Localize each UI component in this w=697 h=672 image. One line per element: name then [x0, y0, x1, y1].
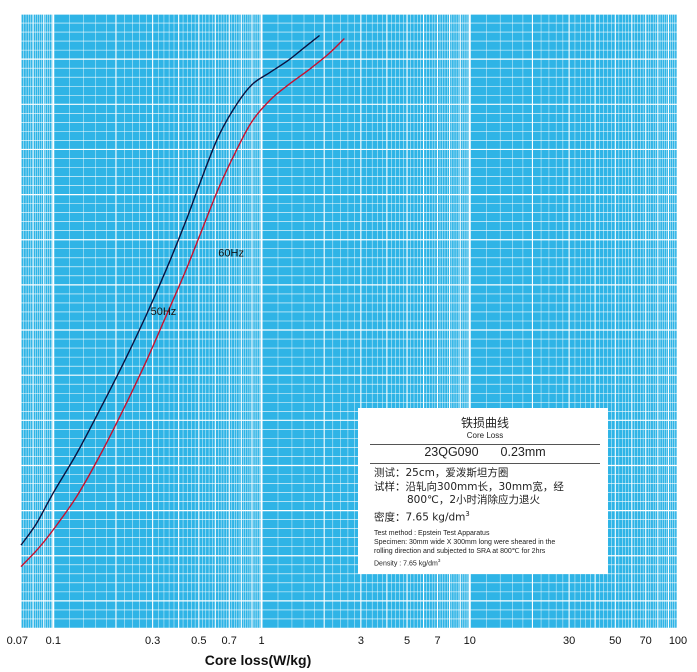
x-tick-label: 7	[434, 635, 440, 647]
info-title-en: Core Loss	[466, 431, 504, 440]
x-tick-label: 50	[609, 635, 621, 647]
x-tick-labels: 0.07 0.1 0.3 0.5 0.7 1 3 5 7 10 30 50 70 100	[7, 635, 688, 647]
x-tick-label: 30	[563, 635, 575, 647]
x-tick-label: 5	[404, 635, 410, 647]
specimen-en-line2: rolling direction and subjected to SRA a…	[374, 547, 546, 555]
series-label-50hz: 50Hz	[151, 306, 177, 318]
specimen-en-line1: Specimen: 30mm wide X 300mm long were sh…	[374, 538, 556, 546]
grid-lines	[20, 13, 679, 629]
series-label-60hz: 60Hz	[218, 248, 244, 260]
specification-box: 铁损曲线 Core Loss 23QG090 0.23mm 测试：25cm，爱泼…	[358, 408, 608, 574]
info-grade-row: 23QG090 0.23mm	[374, 445, 596, 460]
grade-code: 23QG090	[424, 445, 479, 459]
x-tick-label: 0.5	[191, 635, 206, 647]
x-tick-label: 0.07	[7, 635, 28, 647]
density-en: Density : 7.65 kg/dm3	[374, 557, 441, 567]
x-tick-label: 70	[640, 635, 652, 647]
info-divider	[370, 463, 600, 464]
x-tick-label: 3	[358, 635, 364, 647]
series-line-50hz	[20, 34, 320, 546]
x-axis-label: Core loss(W/kg)	[205, 652, 312, 668]
info-title-cn: 铁损曲线	[460, 416, 509, 430]
sample-cn-line2: 800℃，2小时消除应力退火	[407, 494, 541, 506]
series-layer: 50Hz 60Hz	[20, 34, 345, 568]
x-tick-label: 100	[669, 635, 687, 647]
x-tick-label: 0.1	[46, 635, 61, 647]
info-divider	[370, 444, 600, 445]
series-line-60hz	[20, 38, 345, 568]
x-tick-label: 0.3	[145, 635, 160, 647]
sample-cn-line1: 试样：沿轧向300mm长，30mm宽，经	[374, 480, 564, 493]
x-tick-label: 1	[258, 635, 264, 647]
test-en: Test method : Epstein Test Apparatus	[374, 529, 490, 537]
x-tick-label: 10	[464, 635, 476, 647]
density-cn: 密度：7.65 kg/dm3	[374, 509, 470, 524]
grade-thickness: 0.23mm	[500, 445, 546, 459]
x-tick-label: 0.7	[222, 635, 237, 647]
test-cn: 测试：25cm，爱泼斯坦方圈	[374, 467, 509, 479]
